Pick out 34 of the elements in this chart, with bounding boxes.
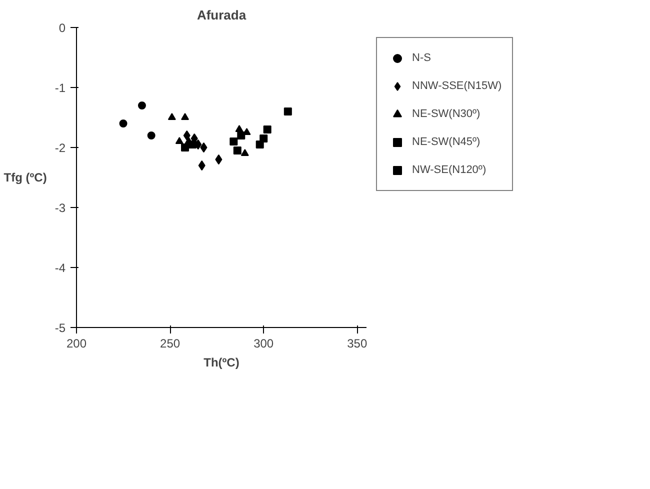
- y-tick-label: -1: [54, 81, 66, 95]
- x-tick-label: 200: [66, 336, 87, 350]
- x-tick-label: 250: [160, 336, 180, 350]
- point: [235, 124, 244, 132]
- point: [138, 102, 146, 110]
- chart-title: Afurada: [196, 8, 247, 22]
- legend-label: NNW-SSE(N15W): [412, 80, 502, 92]
- legend-label: NE-SW(N30º): [412, 108, 480, 120]
- point: [230, 138, 238, 146]
- point: [263, 126, 272, 134]
- legend-label: N-S: [412, 52, 432, 64]
- point: [233, 146, 242, 154]
- point: [284, 108, 292, 116]
- point: [181, 144, 190, 152]
- point: [175, 136, 184, 144]
- point: [119, 120, 128, 128]
- y-tick-label: -5: [54, 321, 66, 335]
- point: [147, 132, 156, 140]
- point: [181, 112, 190, 120]
- point: [188, 140, 196, 148]
- legend-label: NE-SW(N45º): [412, 136, 480, 148]
- y-tick-label: 0: [58, 21, 66, 35]
- x-tick-label: 350: [347, 336, 368, 350]
- legend-label: NW-SE(N120º): [412, 164, 486, 176]
- y-tick-label: -2: [54, 141, 66, 155]
- point: [237, 132, 246, 140]
- point: [260, 134, 268, 142]
- point: [240, 148, 249, 156]
- y-tick-label: -3: [54, 201, 66, 215]
- point: [168, 112, 176, 120]
- y-tick-label: -4: [54, 261, 66, 275]
- x-axis-title: Th(ºC): [204, 356, 240, 370]
- x-tick-label: 300: [254, 336, 274, 350]
- y-axis-title: Tfg (ºC): [4, 170, 47, 184]
